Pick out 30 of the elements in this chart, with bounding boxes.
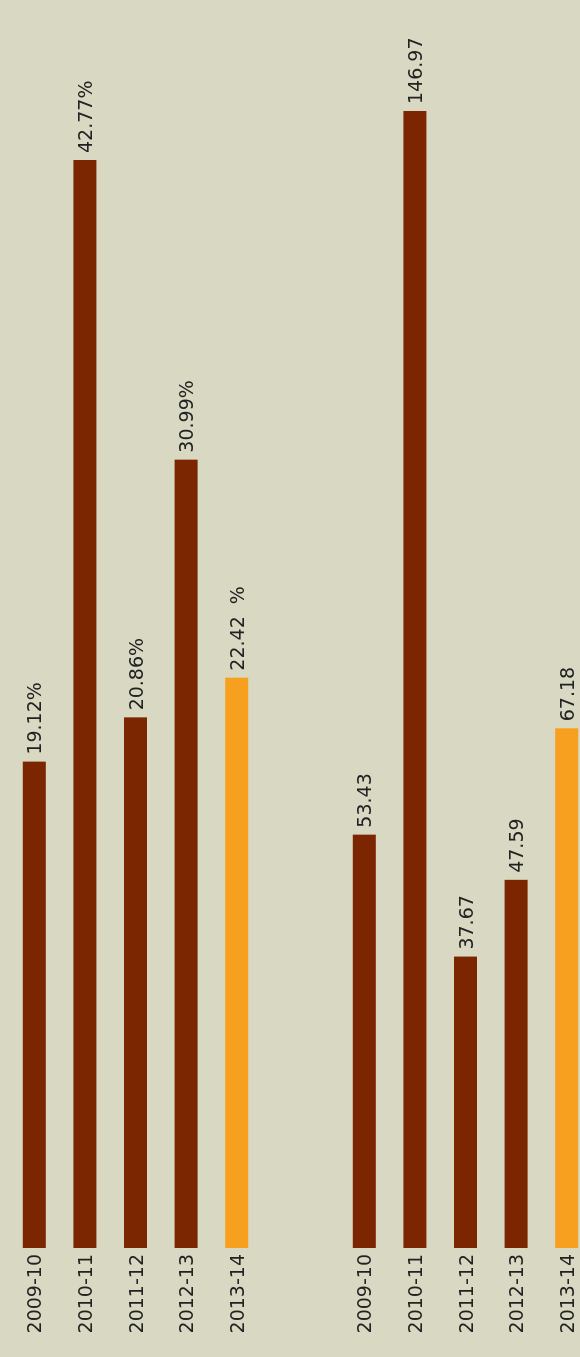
x-tick-label: 2013-14: [555, 1254, 578, 1334]
bar: [22, 761, 46, 1248]
data-label: 20.86%: [124, 637, 147, 711]
bar: [352, 834, 376, 1248]
x-tick-label: 2011-12: [124, 1254, 147, 1334]
bar: [403, 111, 427, 1248]
data-label: 30.99%: [175, 380, 198, 453]
bar: [454, 956, 477, 1248]
x-tick-label: 2010-11: [73, 1254, 96, 1334]
x-tick-label: 2013-14: [225, 1254, 248, 1334]
data-label: 53.43: [353, 773, 376, 828]
data-label: 146.97: [403, 37, 426, 104]
bar: [225, 677, 249, 1248]
bar: [174, 459, 198, 1248]
data-label: 19.12%: [23, 682, 46, 755]
x-tick-label: 2011-12: [454, 1254, 477, 1334]
x-tick-label: 2012-13: [505, 1254, 528, 1334]
bar: [73, 160, 97, 1248]
data-label: 47.59: [505, 818, 528, 873]
x-tick-label: 2010-11: [403, 1254, 426, 1334]
data-label: 22.42 %: [225, 586, 248, 671]
data-label: 42.77%: [73, 80, 96, 153]
x-tick-label: 2012-13: [175, 1254, 198, 1334]
x-tick-label: 2009-10: [23, 1254, 46, 1334]
x-tick-label: 2009-10: [353, 1254, 376, 1334]
bar: [124, 717, 147, 1248]
bar: [555, 728, 579, 1248]
bar: [504, 879, 528, 1248]
data-label: 37.67: [454, 895, 477, 950]
data-label: 67.18: [555, 666, 578, 722]
